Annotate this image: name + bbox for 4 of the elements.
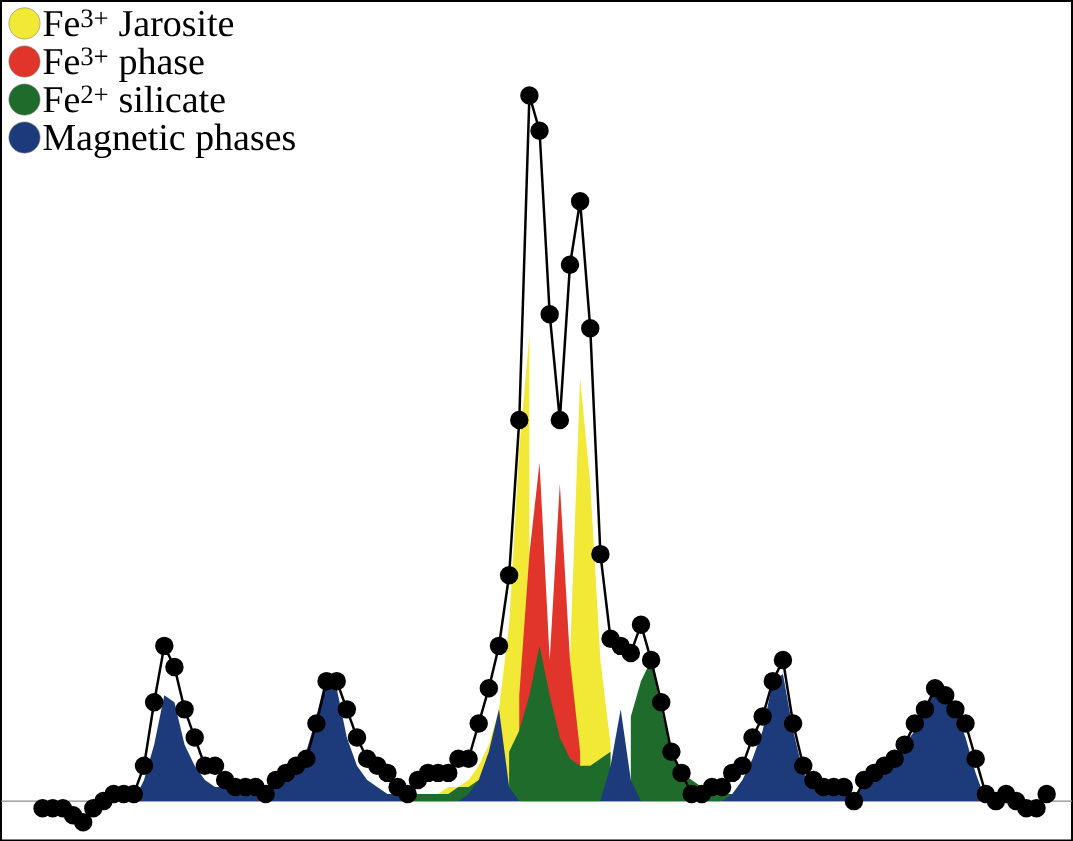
- legend-label: Fe$^{3+}$ Jarosite: [43, 9, 234, 37]
- legend-label: Fe$^{2+}$ silicate: [43, 85, 225, 113]
- legend-label: Magnetic phases: [43, 123, 295, 158]
- legend-label: Fe$^{3+}$ phase: [43, 47, 204, 82]
